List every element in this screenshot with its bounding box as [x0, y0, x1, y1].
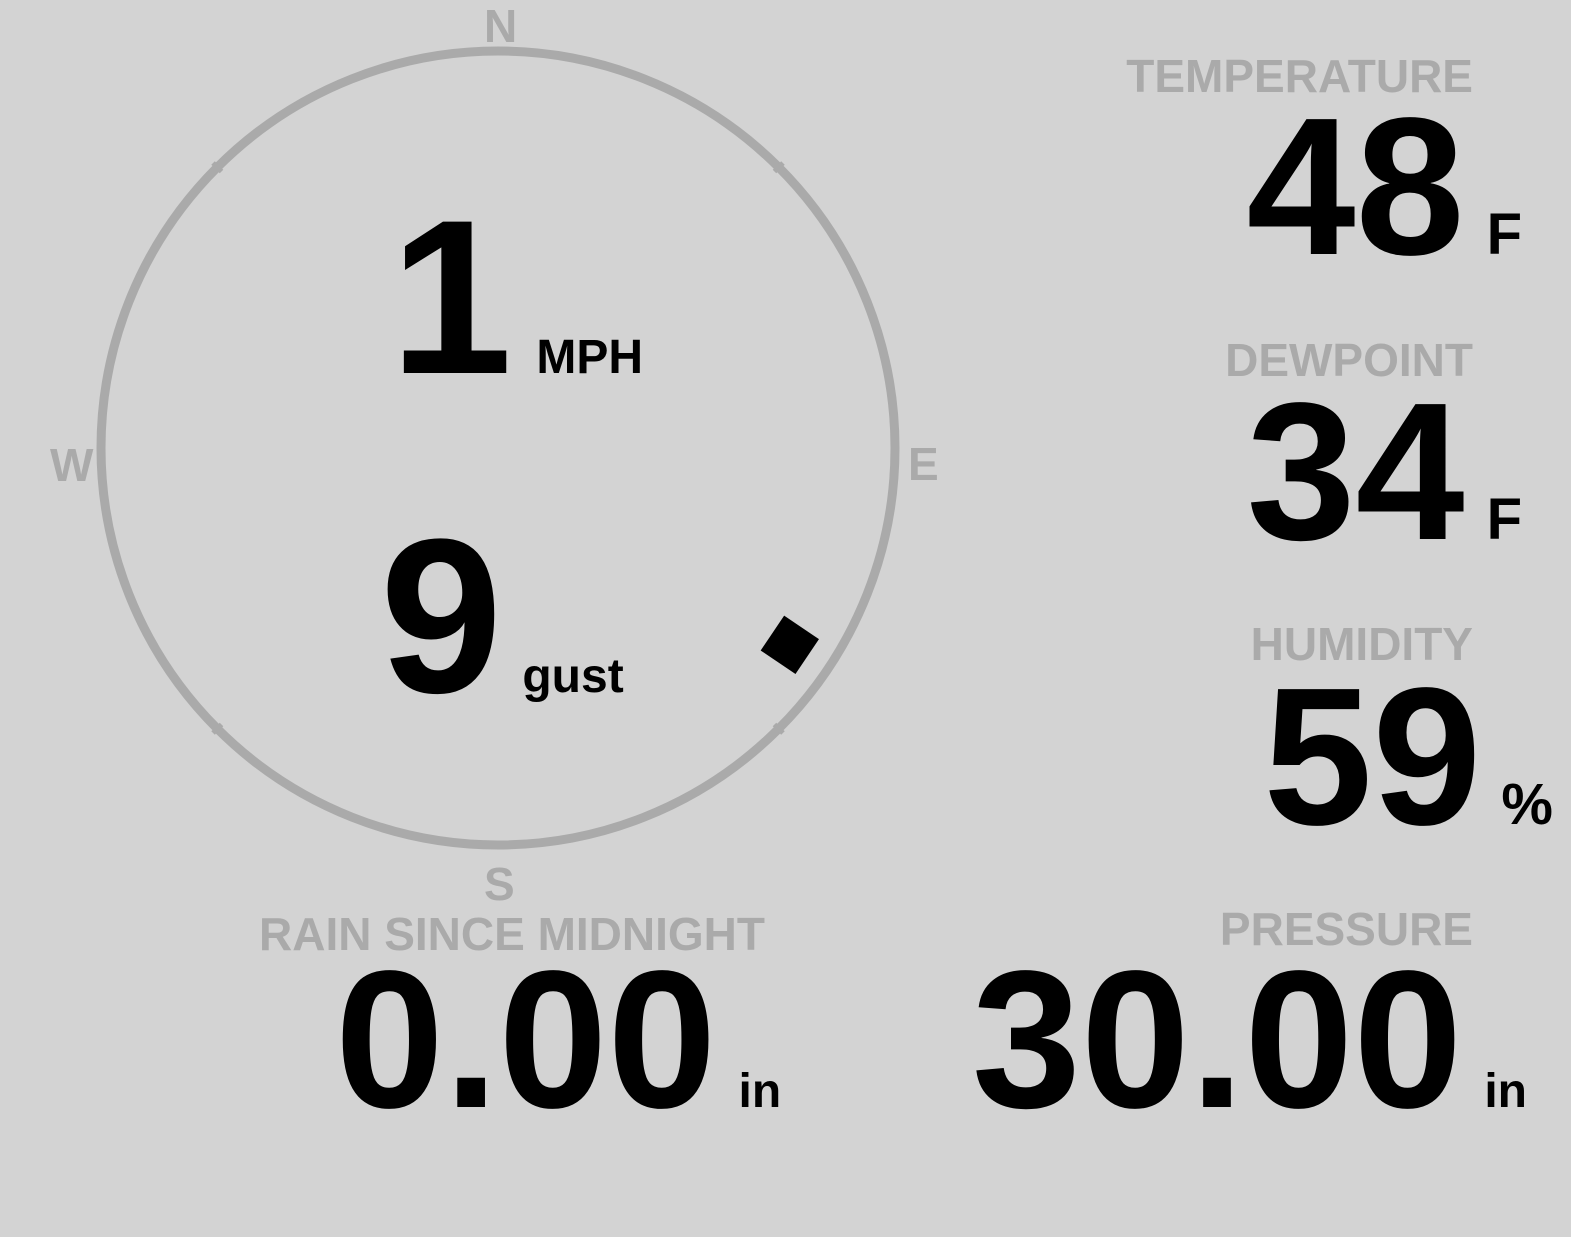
temperature-value: 48	[1246, 77, 1465, 296]
rain-label: RAIN SINCE MIDNIGHT	[259, 908, 765, 960]
humidity: 59 %	[1263, 659, 1553, 855]
humidity-label: HUMIDITY	[1250, 618, 1473, 670]
wind-speed-unit: MPH	[536, 331, 644, 384]
compass-tick	[772, 722, 785, 735]
compass-tick	[772, 161, 785, 174]
wind-gust: 9 gust	[380, 506, 624, 726]
pressure: 30.00 in	[972, 942, 1527, 1138]
pressure-unit: in	[1484, 1065, 1527, 1118]
pressure-label: PRESSURE	[1219, 903, 1473, 955]
dewpoint-value: 34	[1246, 362, 1465, 581]
compass-east: E	[908, 438, 939, 490]
temperature: 48 F	[1247, 89, 1522, 285]
wind-gust-value: 9	[380, 493, 503, 739]
humidity-unit: %	[1501, 772, 1553, 837]
compass-south: S	[484, 858, 515, 910]
compass-tick	[211, 161, 224, 174]
compass-north: N	[484, 0, 518, 52]
pressure-value: 30.00	[971, 930, 1463, 1149]
wind-speed-value: 1	[390, 174, 513, 420]
dewpoint-unit: F	[1486, 487, 1522, 552]
humidity-value: 59	[1263, 647, 1482, 866]
wind-direction-marker	[760, 615, 819, 674]
dewpoint: 34 F	[1247, 374, 1522, 570]
rain-value: 0.00	[335, 930, 717, 1149]
wind-gust-unit: gust	[522, 650, 624, 703]
compass-west: W	[50, 439, 94, 491]
rain-unit: in	[738, 1065, 782, 1118]
compass-tick	[211, 722, 224, 735]
wind-speed: 1 MPH	[390, 187, 643, 407]
temperature-unit: F	[1486, 202, 1522, 267]
compass-ring	[96, 46, 900, 850]
dewpoint-label: DEWPOINT	[1225, 334, 1473, 386]
rain: 0.00 in	[335, 942, 781, 1138]
temperature-label: TEMPERATURE	[1126, 50, 1473, 102]
